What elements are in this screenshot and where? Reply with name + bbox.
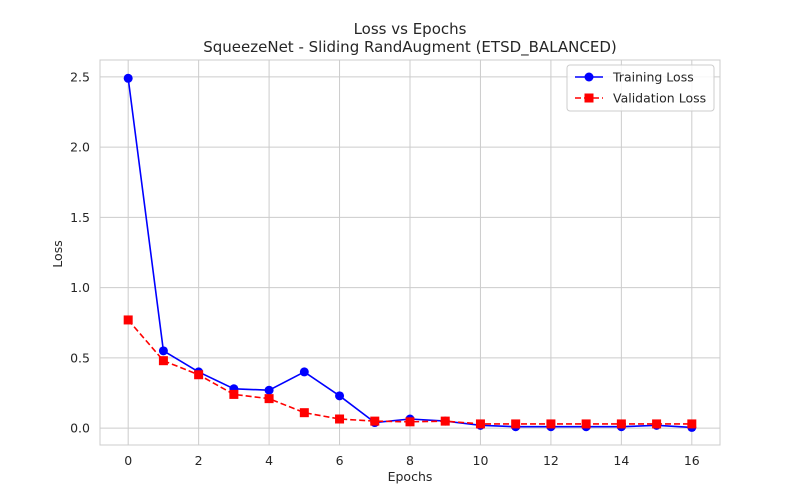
- validation-loss-point: [335, 414, 345, 424]
- x-tick-label: 8: [406, 453, 414, 468]
- tick-labels: 0 2 4 6 8 10 12 14 16 0.0 0.5 1.0 1.5 2.0 2.5: [70, 69, 700, 468]
- y-axis-label: Loss: [50, 240, 65, 267]
- legend-box: [566, 64, 715, 112]
- x-tick-label: 16: [684, 453, 700, 468]
- legend: Training Loss Validation Loss: [566, 64, 715, 112]
- training-loss-point: [299, 367, 309, 377]
- validation-loss-point: [511, 419, 521, 429]
- x-tick-label: 0: [124, 453, 132, 468]
- training-loss-point: [335, 391, 345, 401]
- validation-loss-point: [687, 419, 697, 429]
- y-tick-label: 1.5: [70, 210, 90, 225]
- validation-loss-point: [440, 416, 450, 426]
- chart-subtitle: SqueezeNet - Sliding RandAugment (ETSD_B…: [203, 38, 616, 57]
- validation-loss-point: [475, 419, 485, 429]
- validation-loss-point: [616, 419, 626, 429]
- validation-loss-point: [546, 419, 556, 429]
- grid: [100, 60, 720, 445]
- validation-loss-point: [405, 417, 415, 427]
- validation-loss-point: [123, 315, 133, 325]
- validation-loss-point: [299, 408, 309, 418]
- validation-loss-point: [370, 416, 380, 426]
- training-loss-point: [264, 385, 274, 395]
- validation-loss-point: [264, 394, 274, 404]
- chart-title: Loss vs Epochs: [354, 20, 467, 38]
- x-tick-label: 4: [265, 453, 273, 468]
- plot-area-frame: [99, 59, 721, 446]
- x-tick-label: 14: [613, 453, 629, 468]
- training-loss-legend-marker: [584, 72, 594, 82]
- training-loss-legend-label: Training Loss: [612, 70, 694, 85]
- validation-loss-point: [229, 389, 239, 399]
- validation-loss-legend-marker: [584, 93, 594, 103]
- y-tick-label: 2.0: [70, 140, 90, 155]
- validation-loss-point: [194, 370, 204, 380]
- y-tick-label: 1.0: [70, 280, 90, 295]
- y-tick-label: 2.5: [70, 69, 90, 84]
- training-loss-point: [158, 346, 168, 356]
- x-tick-label: 6: [336, 453, 344, 468]
- validation-loss-point: [652, 419, 662, 429]
- x-tick-label: 12: [543, 453, 559, 468]
- validation-loss-point: [581, 419, 591, 429]
- y-tick-label: 0.5: [70, 350, 90, 365]
- x-tick-label: 2: [195, 453, 203, 468]
- x-tick-label: 10: [473, 453, 489, 468]
- training-loss-point: [123, 73, 133, 83]
- series: [123, 73, 697, 432]
- y-tick-label: 0.0: [70, 421, 90, 436]
- validation-loss-point: [158, 356, 168, 366]
- validation-loss-legend-label: Validation Loss: [613, 91, 706, 106]
- x-axis-label: Epochs: [388, 469, 433, 484]
